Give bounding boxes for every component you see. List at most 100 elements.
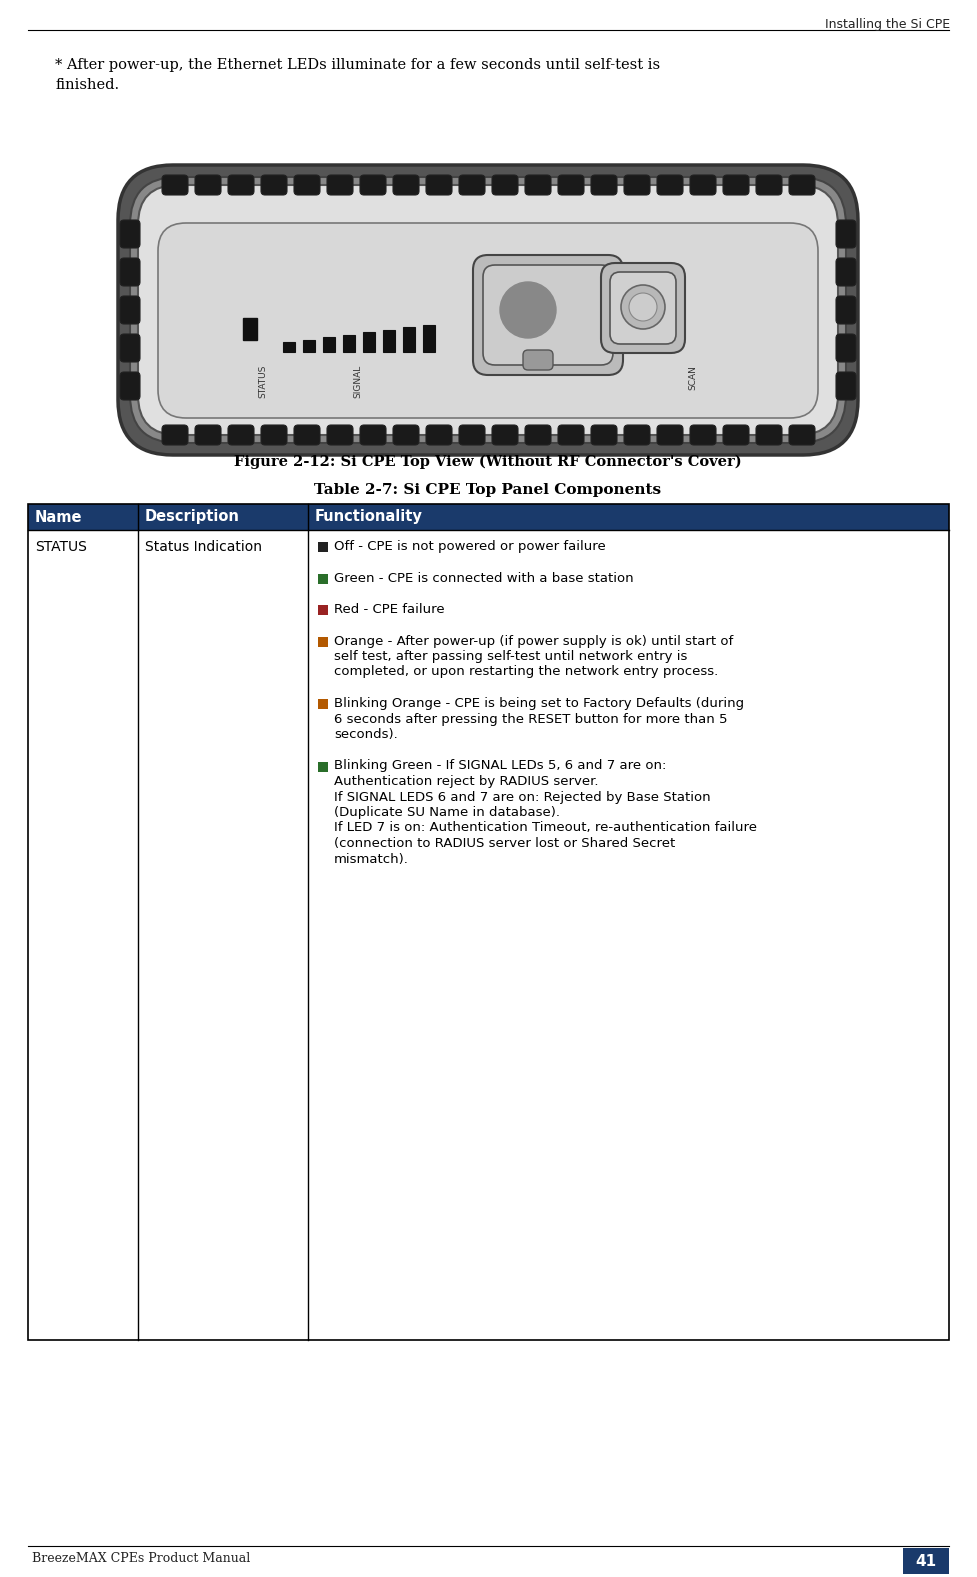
FancyBboxPatch shape — [228, 175, 254, 196]
FancyBboxPatch shape — [294, 424, 320, 445]
FancyBboxPatch shape — [426, 424, 452, 445]
FancyBboxPatch shape — [360, 175, 386, 196]
FancyBboxPatch shape — [158, 222, 818, 418]
Circle shape — [621, 285, 665, 330]
Circle shape — [506, 289, 550, 333]
Circle shape — [629, 293, 657, 322]
Text: STATUS: STATUS — [35, 539, 87, 554]
Circle shape — [512, 293, 544, 326]
FancyBboxPatch shape — [756, 424, 782, 445]
FancyBboxPatch shape — [162, 424, 188, 445]
FancyBboxPatch shape — [789, 424, 815, 445]
Bar — [243, 319, 257, 341]
Bar — [318, 542, 328, 552]
FancyBboxPatch shape — [393, 175, 419, 196]
FancyBboxPatch shape — [624, 175, 650, 196]
Text: 6 seconds after pressing the RESET button for more than 5: 6 seconds after pressing the RESET butto… — [334, 713, 728, 725]
FancyBboxPatch shape — [360, 424, 386, 445]
Bar — [318, 574, 328, 583]
FancyBboxPatch shape — [393, 424, 419, 445]
Text: * After power-up, the Ethernet LEDs illuminate for a few seconds until self-test: * After power-up, the Ethernet LEDs illu… — [55, 58, 660, 73]
FancyBboxPatch shape — [327, 175, 353, 196]
FancyBboxPatch shape — [523, 350, 553, 371]
FancyBboxPatch shape — [120, 372, 140, 401]
Bar — [423, 325, 435, 352]
FancyBboxPatch shape — [473, 255, 623, 375]
Text: If SIGNAL LEDS 6 and 7 are on: Rejected by Base Station: If SIGNAL LEDS 6 and 7 are on: Rejected … — [334, 790, 710, 804]
Text: Description: Description — [145, 509, 240, 525]
FancyBboxPatch shape — [261, 175, 287, 196]
Text: SIGNAL: SIGNAL — [354, 364, 362, 399]
FancyBboxPatch shape — [723, 424, 749, 445]
FancyBboxPatch shape — [836, 372, 856, 401]
FancyBboxPatch shape — [657, 424, 683, 445]
Text: Orange - After power-up (if power supply is ok) until start of: Orange - After power-up (if power supply… — [334, 634, 734, 648]
Circle shape — [500, 282, 556, 337]
Bar — [28, 505, 949, 1340]
FancyBboxPatch shape — [756, 175, 782, 196]
Bar — [28, 530, 949, 1340]
FancyBboxPatch shape — [601, 263, 685, 353]
FancyBboxPatch shape — [657, 175, 683, 196]
FancyBboxPatch shape — [690, 175, 716, 196]
FancyBboxPatch shape — [294, 175, 320, 196]
Bar — [318, 762, 328, 771]
FancyBboxPatch shape — [558, 424, 584, 445]
FancyBboxPatch shape — [624, 424, 650, 445]
Text: Authentication reject by RADIUS server.: Authentication reject by RADIUS server. — [334, 774, 599, 788]
Bar — [403, 326, 415, 352]
Text: SCAN: SCAN — [689, 364, 698, 390]
Text: (Duplicate SU Name in database).: (Duplicate SU Name in database). — [334, 806, 560, 818]
Text: (connection to RADIUS server lost or Shared Secret: (connection to RADIUS server lost or Sha… — [334, 837, 675, 850]
Text: Figure 2-12: Si CPE Top View (Without RF Connector's Cover): Figure 2-12: Si CPE Top View (Without RF… — [234, 456, 742, 470]
FancyBboxPatch shape — [525, 424, 551, 445]
FancyBboxPatch shape — [558, 175, 584, 196]
FancyBboxPatch shape — [138, 185, 838, 435]
FancyBboxPatch shape — [483, 265, 613, 364]
Circle shape — [523, 304, 533, 315]
FancyBboxPatch shape — [492, 175, 518, 196]
FancyBboxPatch shape — [327, 424, 353, 445]
Text: If LED 7 is on: Authentication Timeout, re-authentication failure: If LED 7 is on: Authentication Timeout, … — [334, 822, 757, 834]
Bar — [318, 637, 328, 647]
Bar — [323, 337, 335, 352]
Bar — [318, 606, 328, 615]
Bar — [903, 1549, 949, 1574]
Bar — [303, 339, 315, 352]
Text: Installing the Si CPE: Installing the Si CPE — [825, 17, 950, 32]
FancyBboxPatch shape — [120, 296, 140, 323]
Text: Status Indication: Status Indication — [145, 539, 262, 554]
FancyBboxPatch shape — [195, 175, 221, 196]
FancyBboxPatch shape — [228, 424, 254, 445]
FancyBboxPatch shape — [836, 296, 856, 323]
FancyBboxPatch shape — [261, 424, 287, 445]
Bar — [283, 342, 295, 352]
FancyBboxPatch shape — [690, 424, 716, 445]
FancyBboxPatch shape — [120, 259, 140, 285]
FancyBboxPatch shape — [162, 175, 188, 196]
Text: 41: 41 — [915, 1553, 937, 1569]
FancyBboxPatch shape — [610, 271, 676, 344]
FancyBboxPatch shape — [120, 221, 140, 248]
Text: Green - CPE is connected with a base station: Green - CPE is connected with a base sta… — [334, 571, 634, 585]
Text: mismatch).: mismatch). — [334, 853, 409, 866]
FancyBboxPatch shape — [836, 334, 856, 363]
Text: BreezeMAX CPEs Product Manual: BreezeMAX CPEs Product Manual — [32, 1552, 250, 1564]
FancyBboxPatch shape — [118, 166, 858, 456]
Text: completed, or upon restarting the network entry process.: completed, or upon restarting the networ… — [334, 665, 718, 678]
FancyBboxPatch shape — [836, 221, 856, 248]
Text: Blinking Orange - CPE is being set to Factory Defaults (during: Blinking Orange - CPE is being set to Fa… — [334, 697, 744, 710]
FancyBboxPatch shape — [426, 175, 452, 196]
Bar — [383, 330, 395, 352]
Text: Table 2-7: Si CPE Top Panel Components: Table 2-7: Si CPE Top Panel Components — [315, 483, 661, 497]
Text: Red - CPE failure: Red - CPE failure — [334, 602, 445, 617]
Bar — [28, 505, 949, 530]
FancyBboxPatch shape — [492, 424, 518, 445]
Text: finished.: finished. — [55, 77, 119, 91]
FancyBboxPatch shape — [459, 424, 485, 445]
Bar — [363, 333, 375, 352]
Circle shape — [518, 300, 538, 320]
Text: STATUS: STATUS — [259, 364, 268, 399]
FancyBboxPatch shape — [120, 334, 140, 363]
FancyBboxPatch shape — [591, 175, 617, 196]
